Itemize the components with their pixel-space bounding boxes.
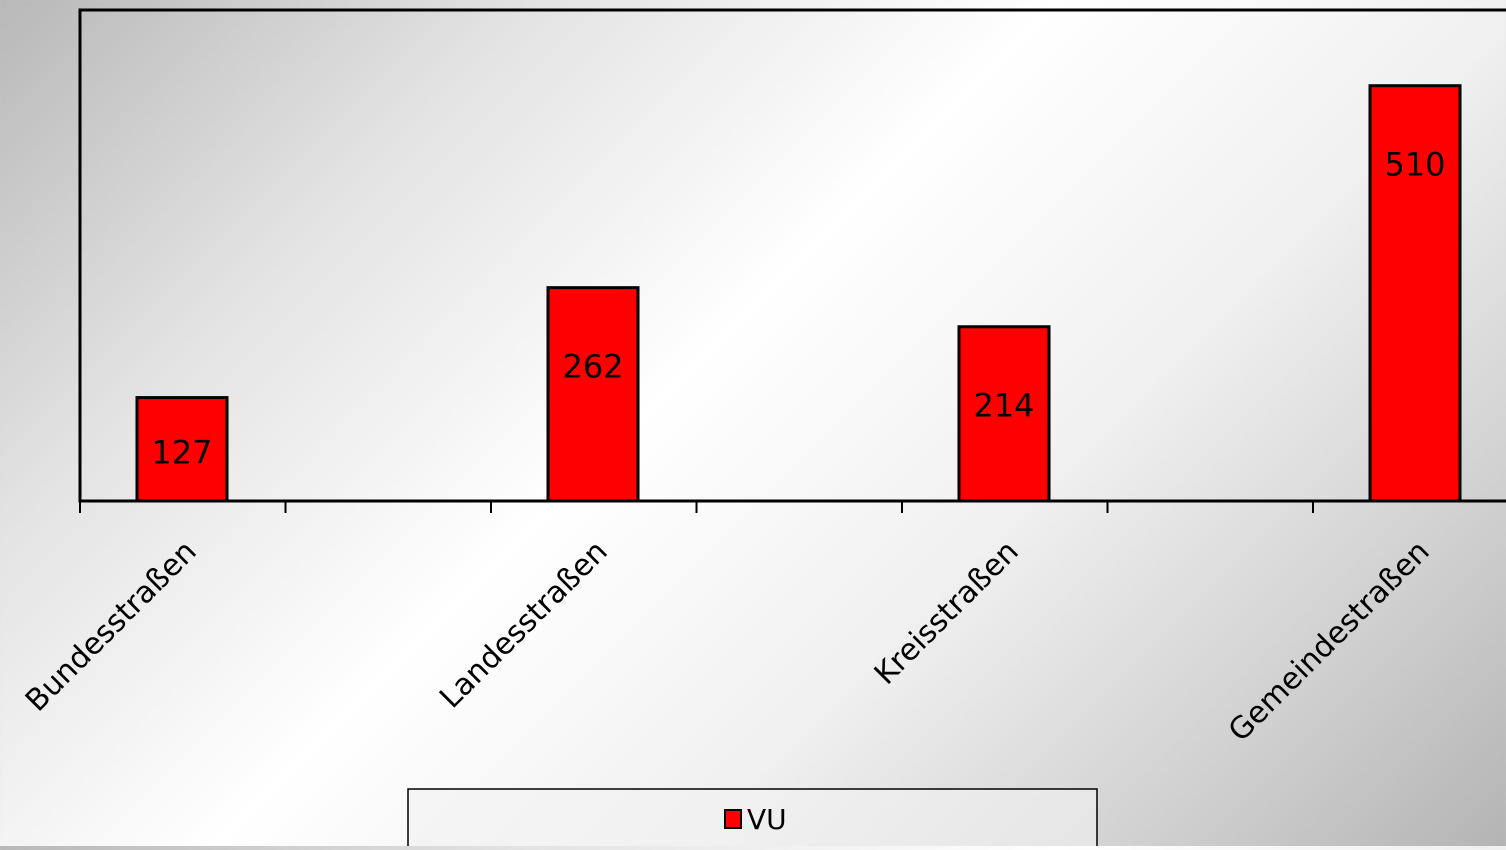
bar-kreisstraßen — [957, 325, 1051, 503]
legend-label-vu: VU — [747, 803, 787, 836]
x-tick-label: Landesstraßen — [433, 534, 615, 716]
x-tick-label: Kreisstraßen — [868, 534, 1026, 692]
data-label: 127 — [151, 433, 212, 471]
x-axis-tick-labels: Bundesstraßen Landesstraßen Kreisstraßen Ge… — [19, 534, 1437, 749]
bar-gemeindestraßen — [1368, 84, 1462, 503]
data-label: 214 — [973, 387, 1034, 425]
plot-frame — [78, 8, 1506, 503]
x-axis-ticks — [79, 501, 1314, 513]
bar-bundesstraßen — [135, 396, 229, 503]
legend-box — [407, 788, 1098, 850]
legend: VU — [407, 788, 1098, 850]
bars-group — [135, 84, 1462, 503]
data-labels-group: 127 262 214 510 — [151, 146, 1445, 472]
data-label: 262 — [562, 348, 623, 386]
plot-border — [78, 8, 1506, 503]
data-label: 510 — [1384, 146, 1445, 184]
legend-swatch — [724, 809, 742, 829]
x-tick-label: Gemeindestraßen — [1222, 534, 1437, 749]
bar-landesstraßen — [546, 286, 640, 503]
x-tick-label: Bundesstraßen — [19, 534, 204, 719]
